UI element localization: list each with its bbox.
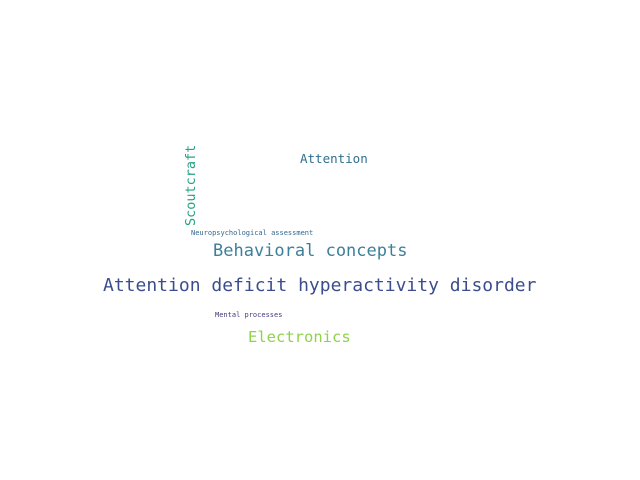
- word-neuropsychological-assessment: Neuropsychological assessment: [191, 229, 314, 237]
- word-behavioral-concepts: Behavioral concepts: [213, 241, 408, 261]
- word-electronics: Electronics: [248, 328, 351, 346]
- word-mental-processes: Mental processes: [215, 311, 283, 319]
- word-attention: Attention: [300, 151, 368, 166]
- word-attention-deficit-hyperactivity-disorder: Attention deficit hyperactivity disorder: [103, 275, 537, 296]
- word-scoutcraft: Scoutcraft: [183, 144, 199, 226]
